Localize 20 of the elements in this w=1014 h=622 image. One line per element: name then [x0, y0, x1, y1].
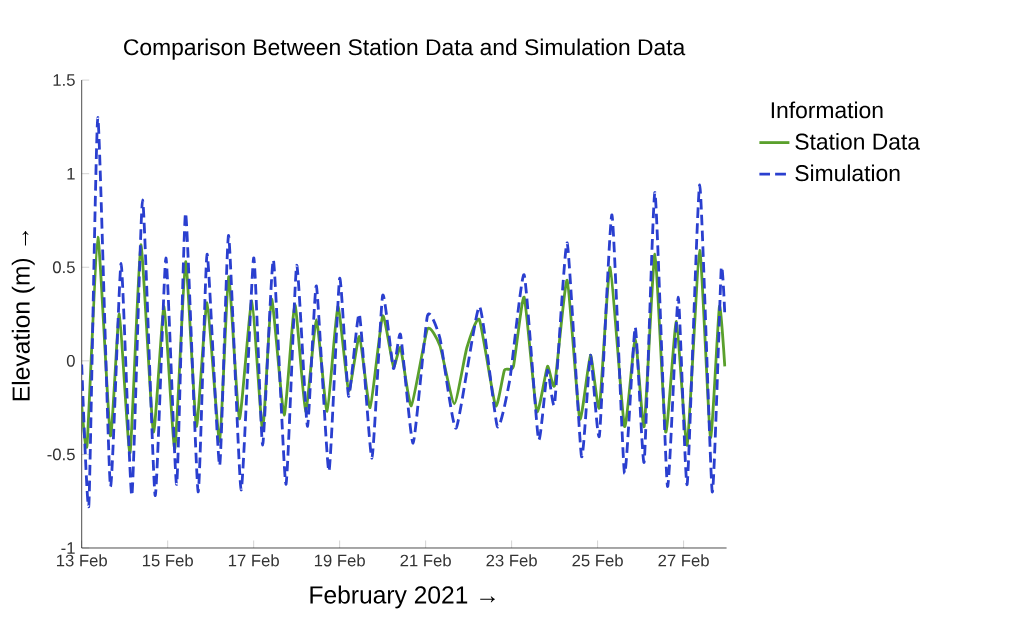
y-tick-label: -1 [61, 542, 75, 554]
y-tick-label: -0.5 [47, 448, 75, 461]
x-tick-label: 23 Feb [486, 554, 537, 567]
y-tick-label: 0 [66, 354, 75, 367]
x-tick-label: 25 Feb [572, 554, 623, 567]
x-tick-label: 21 Feb [400, 554, 451, 567]
legend-title: Information [771, 101, 883, 119]
x-tick-label: 15 Feb [142, 554, 193, 567]
x-tick-label: 27 Feb [658, 554, 709, 567]
y-tick-label: 1.5 [53, 74, 75, 86]
x-tick-label: 13 Feb [56, 554, 107, 567]
y-tick-label: 0.5 [52, 261, 75, 274]
legend-label: Station Data [795, 132, 920, 150]
y-tick-label: 1 [67, 167, 75, 180]
chart-title: Comparison Between Station Data and Simulation Data [124, 38, 686, 60]
legend-label: Simulation [795, 164, 900, 182]
x-tick-label: 17 Feb [228, 554, 279, 567]
x-tick-label: 19 Feb [314, 554, 365, 567]
y-axis-title: Elevation (m) → [11, 230, 35, 401]
x-axis-title: February 2021 → [310, 585, 495, 609]
